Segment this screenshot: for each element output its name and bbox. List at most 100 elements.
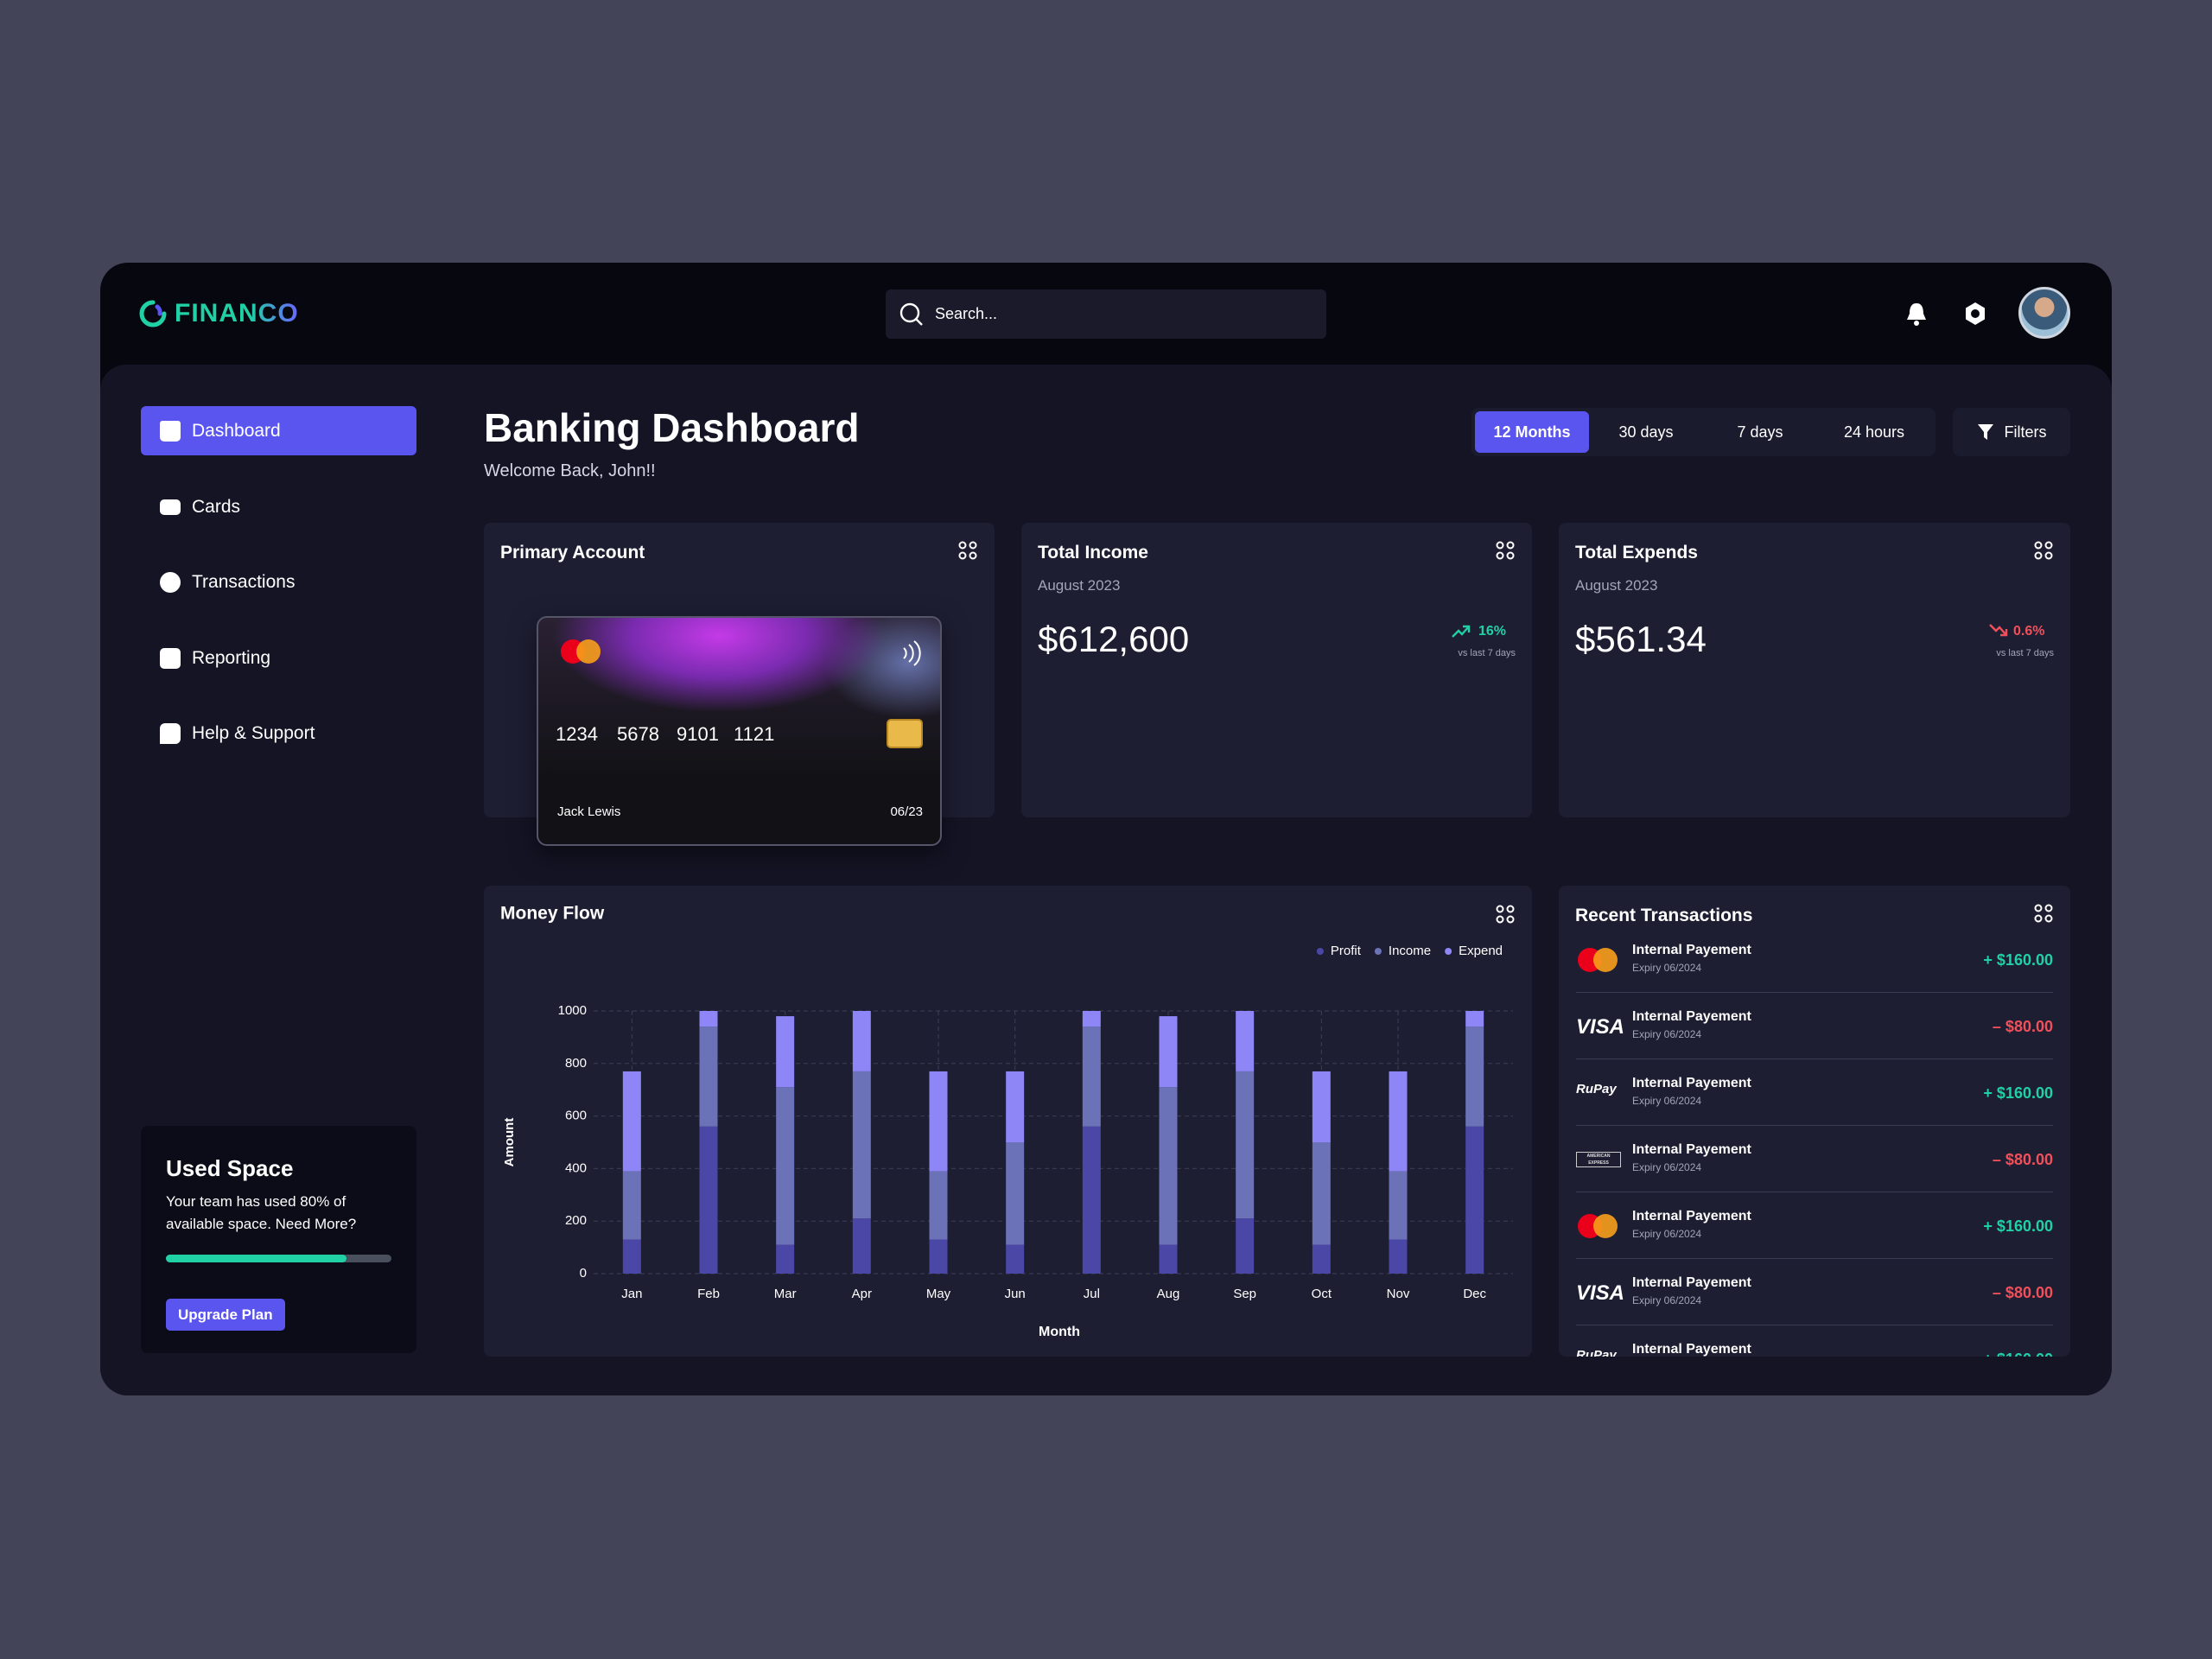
transaction-amount: – $80.00 <box>1992 1151 2053 1168</box>
range-tab[interactable]: 24 hours <box>1843 423 1905 441</box>
legend-swatch <box>1445 948 1452 955</box>
card-logo: VISA <box>1576 1281 1625 1305</box>
card-number-group: 9101 <box>677 723 719 745</box>
transaction-amount: + $160.00 <box>1983 951 2053 969</box>
bar-segment <box>1006 1142 1025 1245</box>
transaction-detail: Expiry 06/2024 <box>1632 1095 1702 1107</box>
bar-segment <box>699 1027 718 1127</box>
card-number-group: 5678 <box>617 723 659 745</box>
filters-button[interactable]: Filters <box>1953 408 2070 456</box>
transaction-title: Internal Payement <box>1632 943 1751 957</box>
card-title: Recent Transactions <box>1575 906 1753 925</box>
nav-item[interactable]: Help & Support <box>141 709 416 758</box>
mastercard-logo <box>561 639 601 664</box>
bar-segment <box>699 1011 718 1027</box>
more-icon[interactable] <box>2033 540 2054 561</box>
avatar[interactable] <box>2018 287 2070 339</box>
bar-segment <box>929 1239 948 1274</box>
nav-item[interactable]: Cards <box>141 482 416 531</box>
bar-segment <box>1465 1126 1484 1274</box>
main-area: Dashboard Cards Transactions Reporting H… <box>100 365 2112 1395</box>
credit-card[interactable]: 1234 5678 9101 1121 Jack Lewis 06/23 <box>537 616 942 846</box>
x-axis-label: Month <box>1039 1325 1080 1339</box>
y-tick-label: 600 <box>565 1109 587 1123</box>
row-separator <box>1576 1125 2053 1126</box>
card-expiry: 06/23 <box>890 804 923 819</box>
change-note: vs last 7 days <box>1458 648 1516 658</box>
bar-segment <box>1389 1071 1408 1172</box>
transaction-row[interactable]: VISA Internal Payement Expiry 06/2024 – $80… <box>1559 993 2070 1059</box>
expends-sparkline <box>1559 523 2070 817</box>
card-number-group: 1234 <box>556 723 598 745</box>
logo-icon <box>139 300 167 327</box>
y-tick-label: 200 <box>565 1213 587 1228</box>
card-period: August 2023 <box>1038 577 1121 594</box>
bell-icon[interactable] <box>1904 301 1929 327</box>
primary-account-card: Primary Account 1234 5678 9101 1121 Jack… <box>484 523 995 846</box>
range-tab[interactable]: 12 Months <box>1475 411 1589 453</box>
transaction-row[interactable]: VISA Internal Payement Expiry 06/2024 – $80… <box>1559 1259 2070 1325</box>
x-tick-label: Aug <box>1157 1287 1180 1301</box>
legend-swatch <box>1374 948 1382 955</box>
range-tabs: 12 Months 30 days 7 days 24 hours <box>1471 408 1936 456</box>
progress-fill <box>166 1255 346 1262</box>
transaction-row[interactable]: Internal Payement Expiry 06/2024 + $160.00 <box>1559 926 2070 993</box>
upgrade-button[interactable]: Upgrade Plan <box>166 1299 285 1331</box>
bar-segment <box>1006 1244 1025 1274</box>
bar-segment <box>1465 1011 1484 1027</box>
legend-label: Income <box>1389 944 1431 958</box>
transaction-detail: Expiry 06/2024 <box>1632 1228 1702 1240</box>
bar-segment <box>1312 1142 1331 1245</box>
card-amount: $612,600 <box>1038 619 1190 659</box>
transaction-title: Internal Payement <box>1632 1275 1751 1290</box>
y-tick-label: 400 <box>565 1160 587 1175</box>
change-value: 16% <box>1478 624 1507 639</box>
x-tick-label: Oct <box>1312 1287 1332 1301</box>
more-icon[interactable] <box>2033 903 2054 924</box>
bar-segment <box>929 1171 948 1240</box>
chart-title: Money Flow <box>500 904 605 924</box>
nav-item[interactable]: Transactions <box>141 557 416 607</box>
money-flow-chart: Money Flow Month Amount 0 200 400 600 800 100… <box>500 904 1515 1339</box>
transaction-amount: + $160.00 <box>1983 1351 2053 1357</box>
more-icon[interactable] <box>957 540 978 561</box>
transaction-title: Internal Payement <box>1632 1076 1751 1090</box>
transaction-amount: – $80.00 <box>1992 1018 2053 1035</box>
more-icon[interactable] <box>1495 540 1516 561</box>
card-title: Total Income <box>1038 543 1148 563</box>
card-number-group: 1121 <box>734 723 775 745</box>
nav-item[interactable]: Reporting <box>141 633 416 683</box>
range-tab[interactable]: 7 days <box>1737 423 1783 441</box>
transaction-title: Internal Payement <box>1632 1009 1751 1024</box>
search-box[interactable]: Search... <box>886 289 1326 339</box>
card-logo: RuPay <box>1576 1348 1617 1357</box>
bar-segment <box>1389 1171 1408 1240</box>
x-tick-label: Sep <box>1233 1287 1256 1301</box>
settings-icon[interactable] <box>1962 301 1988 327</box>
transaction-row[interactable]: AMERICAN EXPRESS Internal Payement Expiry … <box>1559 1126 2070 1192</box>
trend-up-icon <box>1452 625 1471 638</box>
legend-swatch <box>1316 948 1324 955</box>
transaction-row[interactable]: Internal Payement Expiry 06/2024 + $160.00 <box>1559 1192 2070 1259</box>
legend-label: Profit <box>1331 944 1362 958</box>
page-subtitle: Welcome Back, John!! <box>484 461 656 480</box>
used-space-text: Your team has used 80% of available spac… <box>166 1193 357 1232</box>
legend-label: Expend <box>1459 944 1503 958</box>
bar-segment <box>1236 1218 1255 1274</box>
nav-item[interactable]: Dashboard <box>141 406 416 455</box>
x-tick-label: Jun <box>1005 1287 1026 1301</box>
app-frame: FINANCO Search... Dashboard Cards Transa… <box>100 263 2112 1395</box>
bar-segment <box>1082 1126 1101 1274</box>
more-icon[interactable] <box>1496 905 1515 924</box>
transaction-title: Internal Payement <box>1632 1342 1751 1357</box>
recent-transactions-card: Recent Transactions Internal Payement Exp… <box>1559 886 2070 1357</box>
bar-segment <box>1389 1239 1408 1274</box>
transaction-detail: Expiry 06/2024 <box>1632 962 1702 974</box>
range-tab[interactable]: 30 days <box>1618 423 1674 441</box>
bar-segment <box>776 1244 795 1274</box>
card-title: Primary Account <box>500 543 645 563</box>
money-flow-card: Money Flow Month Amount 0 200 400 600 800 100… <box>484 886 1532 1357</box>
bar-segment <box>1159 1244 1178 1274</box>
